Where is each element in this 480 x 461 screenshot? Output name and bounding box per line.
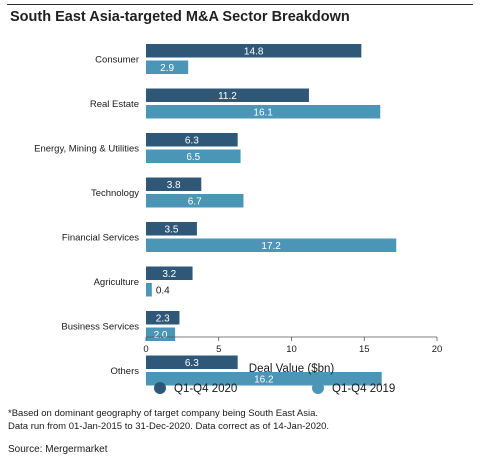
data-label-q1-q4-2020-others: 6.3 bbox=[185, 358, 199, 369]
x-tick-label-5: 5 bbox=[216, 344, 221, 355]
data-label-q1-q4-2020-business-services: 2.3 bbox=[156, 313, 170, 324]
legend-label-q1-q4-2020: Q1-Q4 2020 bbox=[174, 383, 237, 395]
bar-q1-q4-2019-technology bbox=[146, 194, 244, 208]
bar-q1-q4-2019-business-services bbox=[146, 327, 176, 341]
top-rule bbox=[7, 4, 473, 5]
chart-title: South East Asia-targeted M&A Sector Brea… bbox=[10, 9, 350, 25]
bar-q1-q4-2020-real-estate bbox=[146, 88, 309, 102]
data-label-q1-q4-2019-agriculture: 0.4 bbox=[156, 285, 170, 296]
category-label-real-estate: Real Estate bbox=[90, 99, 139, 110]
data-label-q1-q4-2019-consumer: 2.9 bbox=[160, 63, 174, 74]
bar-q1-q4-2020-technology bbox=[146, 177, 202, 191]
category-label-technology: Technology bbox=[91, 188, 139, 199]
data-label-q1-q4-2019-others: 16.2 bbox=[254, 374, 274, 385]
bar-q1-q4-2020-others bbox=[146, 355, 238, 369]
bar-q1-q4-2019-financial-services bbox=[146, 238, 397, 252]
data-label-q1-q4-2019-real-estate: 16.1 bbox=[253, 107, 273, 118]
data-label-q1-q4-2019-business-services: 2.0 bbox=[154, 330, 168, 341]
data-label-q1-q4-2020-consumer: 14.8 bbox=[244, 46, 264, 57]
data-label-q1-q4-2020-technology: 3.8 bbox=[167, 180, 181, 191]
bar-q1-q4-2019-consumer bbox=[146, 60, 189, 74]
data-label-q1-q4-2019-technology: 6.7 bbox=[188, 196, 202, 207]
bar-q1-q4-2020-energy-mining-utilities bbox=[146, 133, 238, 147]
legend-label-q1-q4-2019: Q1-Q4 2019 bbox=[332, 383, 395, 395]
data-label-q1-q4-2019-energy-mining-utilities: 6.5 bbox=[186, 152, 200, 163]
bar-q1-q4-2019-others bbox=[146, 372, 382, 386]
x-axis-title: Deal Value ($bn) bbox=[249, 363, 335, 375]
data-label-q1-q4-2019-financial-services: 17.2 bbox=[261, 241, 281, 252]
bar-q1-q4-2019-real-estate bbox=[146, 105, 381, 119]
footnote-line-1: *Based on dominant geography of target c… bbox=[8, 408, 319, 419]
bar-chart: Consumer 14.8 2.9 Real Estate 11.2 16.1 Energy… bbox=[34, 44, 443, 395]
legend-marker-q1-q4-2019 bbox=[312, 382, 324, 394]
x-tick-label-20: 20 bbox=[432, 344, 443, 355]
x-tick-label-0: 0 bbox=[143, 344, 148, 355]
category-label-business-services: Business Services bbox=[61, 322, 139, 333]
data-label-q1-q4-2020-agriculture: 3.2 bbox=[162, 269, 176, 280]
bar-q1-q4-2020-financial-services bbox=[146, 222, 197, 236]
bar-q1-q4-2020-consumer bbox=[146, 44, 362, 58]
category-label-agriculture: Agriculture bbox=[94, 277, 139, 288]
bar-q1-q4-2020-agriculture bbox=[146, 266, 193, 280]
legend-marker-q1-q4-2020 bbox=[154, 382, 166, 394]
x-tick-label-15: 15 bbox=[359, 344, 370, 355]
category-label-energy-mining-utilities: Energy, Mining & Utilities bbox=[34, 144, 139, 155]
footnote-line-2: Data run from 01-Jan-2015 to 31-Dec-2020… bbox=[8, 421, 330, 432]
data-label-q1-q4-2020-financial-services: 3.5 bbox=[165, 224, 179, 235]
source-note: Source: Mergermarket bbox=[8, 444, 108, 455]
x-tick-label-10: 10 bbox=[286, 344, 297, 355]
data-label-q1-q4-2020-energy-mining-utilities: 6.3 bbox=[185, 135, 199, 146]
data-label-q1-q4-2020-real-estate: 11.2 bbox=[218, 91, 237, 102]
bar-q1-q4-2019-energy-mining-utilities bbox=[146, 149, 241, 163]
category-label-others: Others bbox=[110, 366, 139, 377]
category-label-financial-services: Financial Services bbox=[62, 233, 139, 244]
category-label-consumer: Consumer bbox=[95, 55, 139, 66]
bar-q1-q4-2020-business-services bbox=[146, 311, 180, 325]
bar-q1-q4-2019-agriculture bbox=[146, 283, 152, 297]
